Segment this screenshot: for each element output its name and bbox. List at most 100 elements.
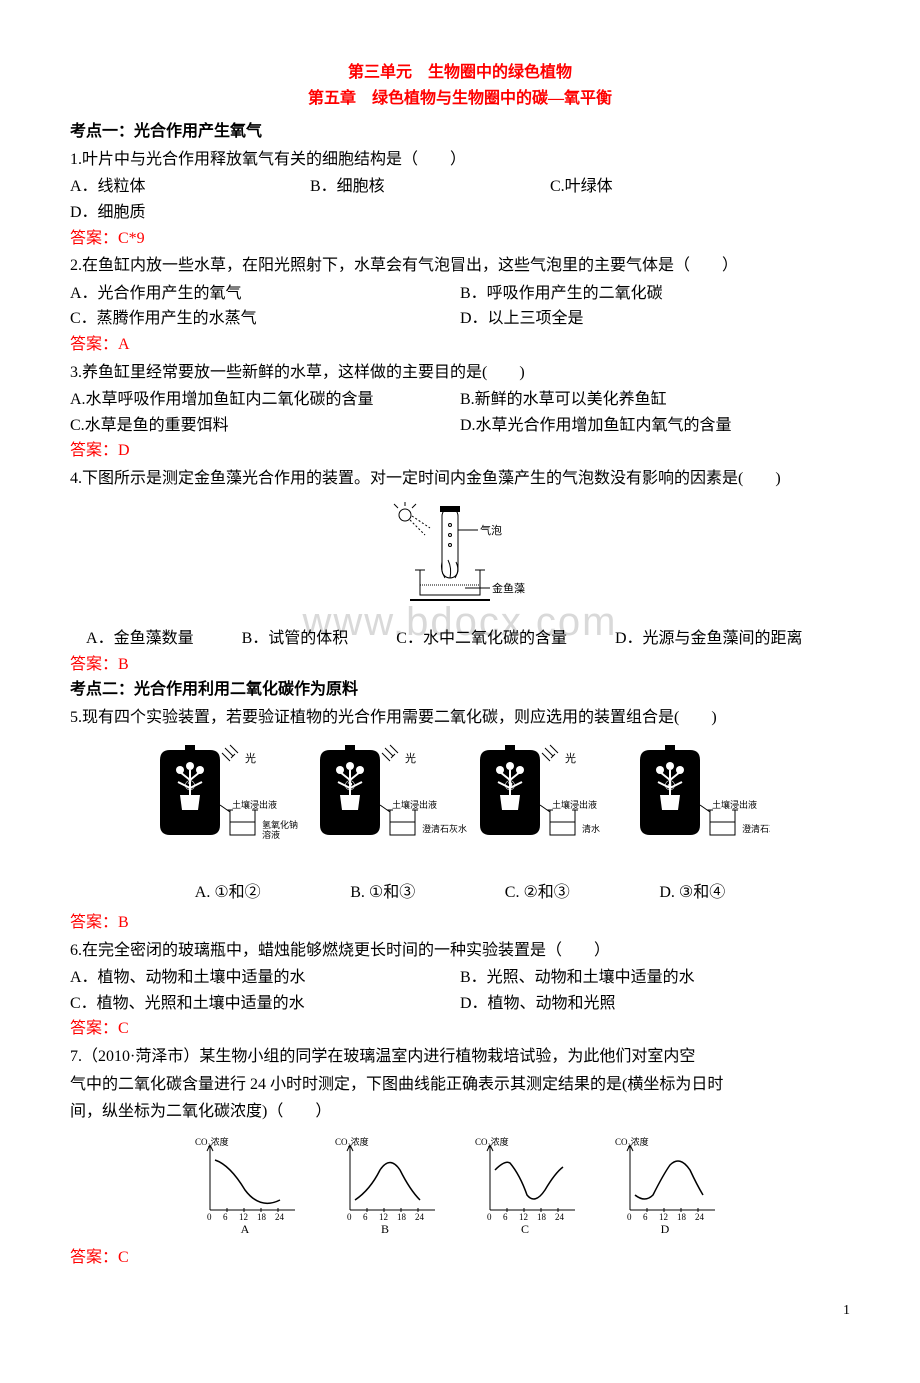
- svg-text:澄清石灰水: 澄清石灰水: [742, 823, 770, 834]
- q5-answer: 答案：B: [70, 910, 850, 936]
- svg-text:24: 24: [555, 1212, 565, 1222]
- svg-text:CO₂浓度: CO₂浓度: [195, 1136, 229, 1147]
- chapter-title: 第五章 绿色植物与生物圈中的碳—氧平衡: [70, 86, 850, 112]
- svg-text:0: 0: [347, 1212, 352, 1222]
- q4-options: A．金鱼藻数量 B．试管的体积 C．水中二氧化碳的含量 D．光源与金鱼藻间的距离: [70, 626, 850, 652]
- q2-opt-b: B．呼吸作用产生的二氧化碳: [460, 281, 850, 307]
- svg-text:CO₂浓度: CO₂浓度: [335, 1136, 369, 1147]
- page-number: 1: [70, 1300, 850, 1322]
- svg-text:18: 18: [257, 1212, 267, 1222]
- question-3: 3.养鱼缸里经常要放一些新鲜的水草，这样做的主要目的是( ): [70, 360, 850, 386]
- svg-text:土壤浸出液: 土壤浸出液: [232, 799, 277, 810]
- svg-text:6: 6: [363, 1212, 368, 1222]
- q1-opt-c: C.叶绿体: [550, 174, 730, 200]
- q2-opt-d: D．以上三项全是: [460, 306, 850, 332]
- svg-text:0: 0: [627, 1212, 632, 1222]
- question-7-line1: 7.（2010·菏泽市）某生物小组的同学在玻璃温室内进行植物栽培试验，为此他们对…: [70, 1044, 850, 1070]
- svg-text:光: 光: [405, 751, 416, 765]
- svg-text:A: A: [241, 1222, 250, 1235]
- svg-text:清水: 清水: [582, 823, 600, 834]
- q3-opt-a: A.水草呼吸作用增加鱼缸内二氧化碳的含量: [70, 387, 460, 413]
- question-7-line3: 间，纵坐标为二氧化碳浓度)（ ）: [70, 1099, 850, 1125]
- q1-opt-d: D．细胞质: [70, 200, 146, 226]
- q2-answer: 答案：A: [70, 332, 850, 358]
- svg-text:0: 0: [487, 1212, 492, 1222]
- q1-opt-b: B．细胞核: [310, 174, 510, 200]
- svg-text:18: 18: [397, 1212, 407, 1222]
- question-6: 6.在完全密闭的玻璃瓶中，蜡烛能够燃烧更长时间的一种实验装置是（ ）: [70, 938, 850, 964]
- q2-options-row1: A．光合作用产生的氧气 B．呼吸作用产生的二氧化碳: [70, 281, 850, 307]
- q5-figure: 光 ① 土壤浸出液 氢氧化钠 溶液 光 ② 土壤浸出液 澄清石灰水 光 ③: [70, 740, 850, 870]
- q1-opt-a: A．线粒体: [70, 174, 270, 200]
- svg-text:土壤浸出液: 土壤浸出液: [712, 799, 757, 810]
- q6-options-row1: A．植物、动物和土壤中适量的水 B．光照、动物和土壤中适量的水: [70, 965, 850, 991]
- q7-charts: CO₂浓度 0 6 12 18 24 A CO₂浓度 0 6 12 18 24 …: [70, 1135, 850, 1235]
- svg-text:CO₂浓度: CO₂浓度: [475, 1136, 509, 1147]
- algae-label: 金鱼藻: [492, 581, 525, 595]
- svg-text:18: 18: [677, 1212, 687, 1222]
- svg-text:12: 12: [379, 1212, 388, 1222]
- unit-title: 第三单元 生物圈中的绿色植物: [70, 60, 850, 86]
- svg-text:氢氧化钠: 氢氧化钠: [262, 819, 298, 830]
- svg-text:12: 12: [239, 1212, 248, 1222]
- q3-opt-b: B.新鲜的水草可以美化养鱼缸: [460, 387, 850, 413]
- svg-text:D: D: [661, 1222, 670, 1235]
- q6-opt-d: D．植物、动物和光照: [460, 991, 850, 1017]
- svg-text:B: B: [381, 1222, 389, 1235]
- q4-answer: 答案：B: [70, 652, 850, 678]
- q4-figure: 气泡 金鱼藻: [70, 500, 850, 619]
- chart-b: CO₂浓度 0 6 12 18 24 B: [335, 1135, 445, 1235]
- svg-text:③: ③: [504, 778, 516, 793]
- svg-text:24: 24: [695, 1212, 705, 1222]
- q5-opt-c: C. ②和③: [505, 880, 570, 906]
- chart-d: CO₂浓度 0 6 12 18 24 D: [615, 1135, 725, 1235]
- svg-text:6: 6: [223, 1212, 228, 1222]
- q3-opt-d: D.水草光合作用增加鱼缸内氧气的含量: [460, 413, 850, 439]
- q6-options-row2: C．植物、光照和土壤中适量的水 D．植物、动物和光照: [70, 991, 850, 1017]
- q3-answer: 答案：D: [70, 438, 850, 464]
- q5-opt-b: B. ①和③: [350, 880, 415, 906]
- q3-options-row2: C.水草是鱼的重要饵料 D.水草光合作用增加鱼缸内氧气的含量: [70, 413, 850, 439]
- question-4: 4.下图所示是测定金鱼藻光合作用的装置。对一定时间内金鱼藻产生的气泡数没有影响的…: [70, 466, 850, 492]
- svg-text:12: 12: [519, 1212, 528, 1222]
- svg-text:24: 24: [415, 1212, 425, 1222]
- svg-text:光: 光: [565, 751, 576, 765]
- q4-opt-d: D．光源与金鱼藻间的距离: [615, 630, 803, 647]
- q4-opt-b: B．试管的体积: [242, 630, 349, 647]
- q3-opt-c: C.水草是鱼的重要饵料: [70, 413, 460, 439]
- question-5: 5.现有四个实验装置，若要验证植物的光合作用需要二氧化碳，则应选用的装置组合是(…: [70, 705, 850, 731]
- section-2-heading: 考点二：光合作用利用二氧化碳作为原料: [70, 677, 850, 703]
- q2-opt-a: A．光合作用产生的氧气: [70, 281, 460, 307]
- q5-opt-a: A. ①和②: [195, 880, 261, 906]
- svg-text:6: 6: [503, 1212, 508, 1222]
- q6-opt-b: B．光照、动物和土壤中适量的水: [460, 965, 850, 991]
- q1-answer: 答案：C*9: [70, 226, 850, 252]
- q2-opt-c: C．蒸腾作用产生的水蒸气: [70, 306, 460, 332]
- chart-a: CO₂浓度 0 6 12 18 24 A: [195, 1135, 305, 1235]
- svg-text:溶液: 溶液: [262, 829, 280, 840]
- q4-opt-a: A．金鱼藻数量: [86, 630, 194, 647]
- q6-opt-a: A．植物、动物和土壤中适量的水: [70, 965, 460, 991]
- svg-text:④: ④: [664, 778, 676, 793]
- q6-answer: 答案：C: [70, 1016, 850, 1042]
- svg-text:②: ②: [344, 778, 356, 793]
- svg-text:C: C: [521, 1222, 529, 1235]
- question-1: 1.叶片中与光合作用释放氧气有关的细胞结构是（ ）: [70, 147, 850, 173]
- question-2: 2.在鱼缸内放一些水草，在阳光照射下，水草会有气泡冒出，这些气泡里的主要气体是（…: [70, 253, 850, 279]
- svg-text:光: 光: [245, 751, 256, 765]
- svg-text:12: 12: [659, 1212, 668, 1222]
- svg-text:CO₂浓度: CO₂浓度: [615, 1136, 649, 1147]
- svg-text:澄清石灰水: 澄清石灰水: [422, 823, 467, 834]
- q1-options: A．线粒体 B．细胞核 C.叶绿体 D．细胞质: [70, 174, 850, 225]
- q7-answer: 答案：C: [70, 1245, 850, 1271]
- q6-opt-c: C．植物、光照和土壤中适量的水: [70, 991, 460, 1017]
- q5-opt-d: D. ③和④: [659, 880, 725, 906]
- question-7-line2: 气中的二氧化碳含量进行 24 小时时测定，下图曲线能正确表示其测定结果的是(横坐…: [70, 1072, 850, 1098]
- chart-c: CO₂浓度 0 6 12 18 24 C: [475, 1135, 585, 1235]
- q4-opt-c: C．水中二氧化碳的含量: [396, 630, 567, 647]
- q5-options: A. ①和② B. ①和③ C. ②和③ D. ③和④: [150, 880, 770, 906]
- svg-text:6: 6: [643, 1212, 648, 1222]
- section-1-heading: 考点一：光合作用产生氧气: [70, 119, 850, 145]
- q3-options-row1: A.水草呼吸作用增加鱼缸内二氧化碳的含量 B.新鲜的水草可以美化养鱼缸: [70, 387, 850, 413]
- svg-text:0: 0: [207, 1212, 212, 1222]
